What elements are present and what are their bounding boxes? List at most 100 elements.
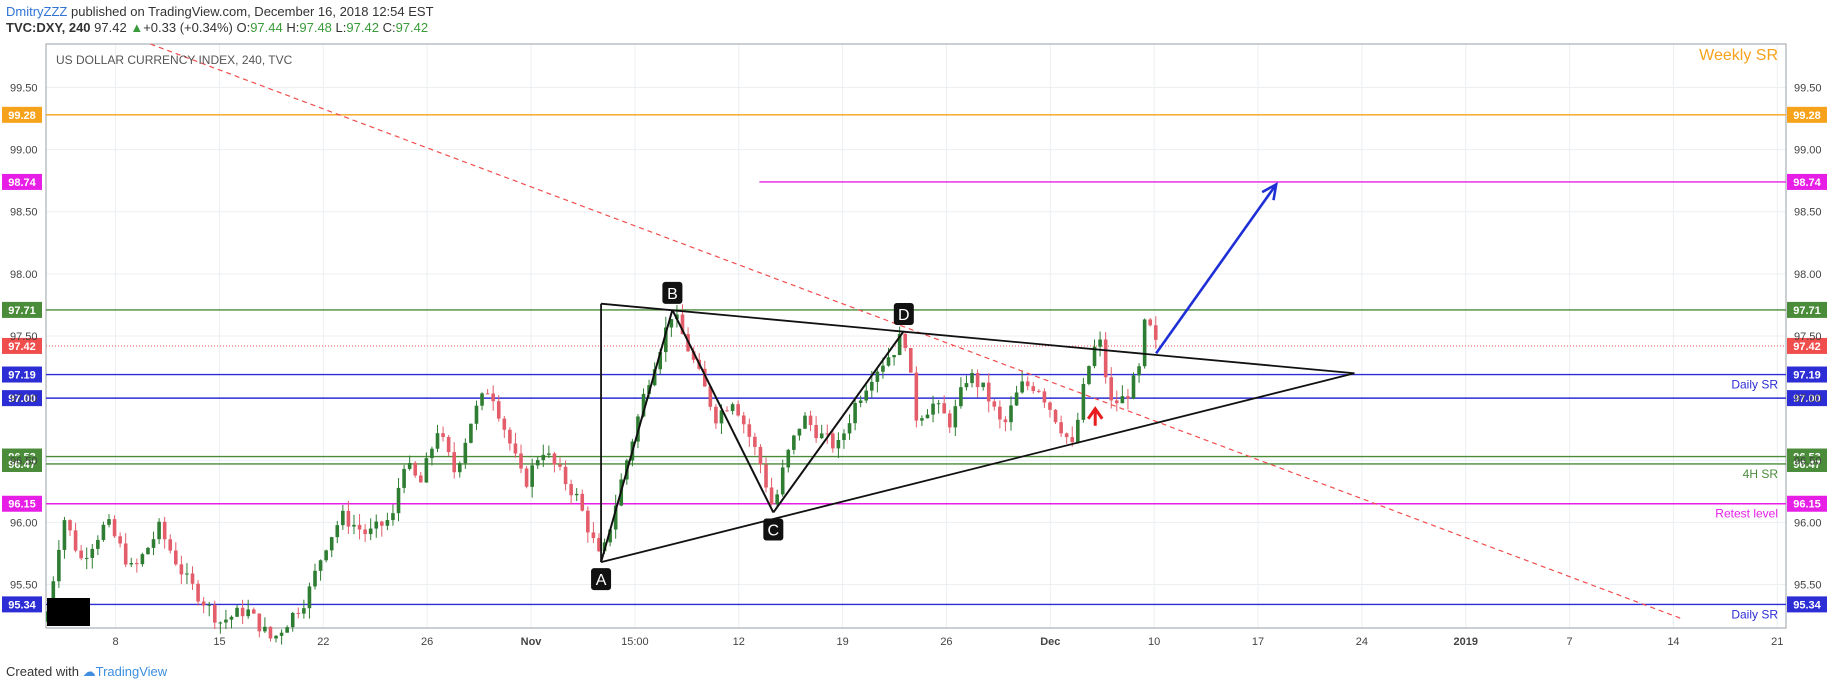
candle-body [1120,396,1125,404]
candle-body [914,372,919,421]
candle-body [580,493,585,511]
candle-body [769,487,774,505]
footer-brand[interactable]: TradingView [95,664,168,679]
candle-body [463,442,468,464]
candle-body [257,613,262,632]
candle-body [274,635,278,639]
y-tick-label-left: 99.00 [10,145,38,157]
candle-body [174,550,178,565]
abcd-leg [772,330,905,514]
candle-body [157,521,161,540]
pattern-point-badge [893,303,914,326]
candle-body [1025,381,1030,387]
candle-body [730,404,735,411]
chart-header: DmitryZZZ published on TradingView.com, … [6,4,434,36]
pattern-point-label: B [667,286,678,303]
candle-body [981,382,985,388]
y-tick-label-right: 99.00 [1794,145,1822,157]
candle-body [413,462,418,476]
last-price-tag-text: 97.42 [1793,341,1821,353]
chart-title: US DOLLAR CURRENCY INDEX, 240, TVC [56,53,293,67]
y-tick-label-left: 98.00 [10,269,38,281]
candle-body [90,548,95,558]
candle-body [96,539,100,549]
candle-body [357,524,362,530]
candle-body [875,371,880,382]
candle-body [368,528,373,535]
candle-body [1037,390,1041,392]
low-label: L: [335,20,347,35]
symbol-label: TVC:DXY, 240 [6,20,91,35]
candle-body [1114,400,1119,404]
level-price-tag-left [2,596,42,613]
y-tick-label-right: 95.50 [1794,580,1822,592]
candle-body [268,626,273,639]
x-tick-label: 10 [1148,636,1160,648]
candle-body [931,403,935,415]
level-price-tag [1787,301,1827,318]
candle-body [1070,437,1075,443]
candle-body [864,390,869,401]
level-price-tag [1787,455,1827,472]
candle-body [290,612,295,628]
candle-body [68,520,72,531]
candle-body [925,414,930,419]
y-tick-label-right: 98.00 [1794,269,1822,281]
candle-body [469,423,473,443]
candle-body [975,372,980,388]
level-price-tag-left [2,173,42,190]
candle-body [240,607,245,617]
x-tick-label: 22 [317,636,329,648]
candle-body [185,573,189,575]
candle-body [1153,325,1158,340]
drawings: A B C D [150,43,1684,620]
candle-body [858,400,863,403]
candle-body [452,452,457,473]
candle-body [485,393,490,395]
candle-body [430,448,434,459]
candle-body [207,604,212,606]
author-link[interactable]: DmitryZZZ [6,4,68,19]
level-price-tag-left [2,495,42,512]
candle-body [920,418,924,421]
candle-body [892,355,896,358]
candle-body [324,550,328,561]
candle-body [842,433,846,441]
candle-body [519,453,523,469]
footer: Created with ☁TradingView [6,664,167,680]
pattern-point-badge [763,518,784,541]
candle-body [669,319,674,328]
candle-body [586,510,590,533]
candle-body [1042,391,1047,403]
y-tick-label-right: 98.50 [1794,207,1822,219]
y-tick-label-left: 98.50 [10,207,38,219]
candle-body [190,573,195,584]
candle-body [714,406,718,424]
level-price-tag [1787,173,1827,190]
price-change: +0.33 (+0.34%) [143,20,233,35]
candle-body [135,563,139,565]
x-tick-label: 21 [1771,636,1783,648]
candle-body [246,609,250,617]
level-note: Daily SR [1731,607,1778,621]
candle-body [1059,422,1063,434]
upper-trendline [600,302,1355,375]
x-tick-label: 8 [113,636,119,648]
candle-body [786,449,791,468]
candle-body [1053,409,1058,423]
candle-body [992,401,997,407]
candlesticks [45,304,1158,645]
level-note: Retest level [1715,507,1778,521]
candle-body [819,433,824,439]
abcd-leg [600,309,674,563]
level-price-tag-left [2,301,42,318]
candle-body [663,327,668,353]
tradingview-logo-icon[interactable]: ☁ [82,664,96,679]
grid-lines [46,44,1786,628]
candle-body [363,529,367,535]
candle-body [897,333,902,356]
candle-body [118,536,122,544]
x-tick-label: 19 [836,636,848,648]
candle-body [986,382,991,402]
